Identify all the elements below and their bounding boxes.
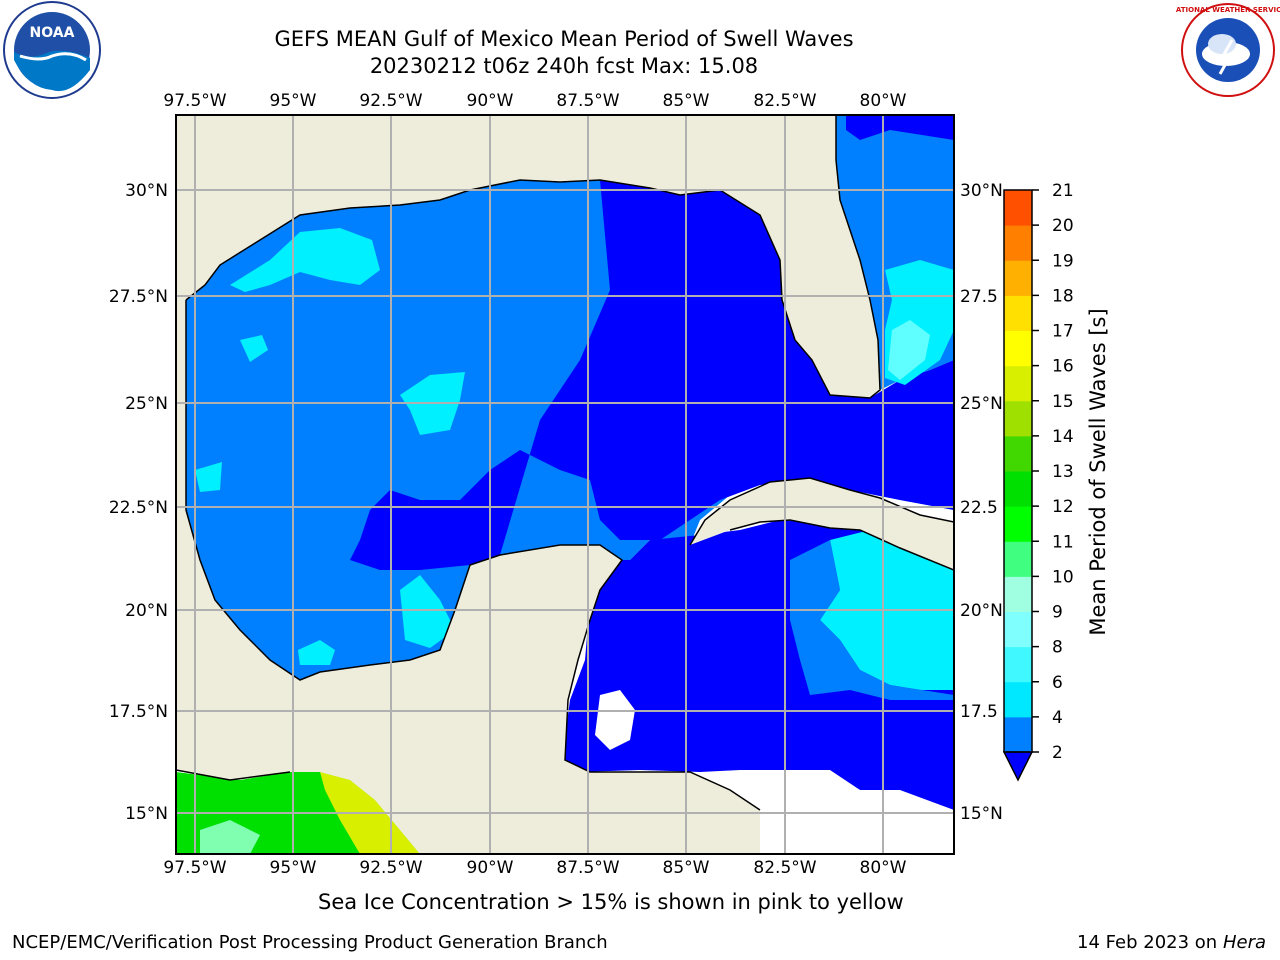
swell-region-cyan	[230, 228, 380, 292]
lat-label-left: 17.5°N	[109, 702, 168, 722]
footer-credit: NCEP/EMC/Verification Post Processing Pr…	[12, 932, 608, 953]
colorbar-segment	[1004, 295, 1032, 331]
colorbar-tick-label: 8	[1052, 638, 1063, 658]
lat-label-left: 25°N	[125, 394, 168, 414]
lon-label-top: 92.5°W	[359, 91, 422, 111]
sea-ice-note: Sea Ice Concentration > 15% is shown in …	[318, 890, 904, 914]
lat-label-right: 22.5	[960, 498, 998, 518]
colorbar-segment	[1004, 225, 1032, 261]
lon-label-bottom: 92.5°W	[359, 858, 422, 878]
lon-label-bottom: 80°W	[860, 858, 907, 878]
lon-label-bottom: 95°W	[270, 858, 317, 878]
swell-region-cyan	[298, 640, 335, 665]
chart-subtitle: 20230212 t06z 240h fcst Max: 15.08	[369, 54, 759, 78]
colorbar-tick-label: 4	[1052, 708, 1063, 728]
footer-timestamp: 14 Feb 2023 on Hera	[1077, 932, 1266, 953]
colorbar-segment	[1004, 716, 1032, 753]
noaa-logo-text: NOAA	[30, 25, 75, 41]
lon-label-top: 95°W	[270, 91, 317, 111]
colorbar-segment	[1004, 576, 1032, 612]
colorbar-tick-label: 14	[1052, 427, 1074, 447]
colorbar-tick-label: 19	[1052, 251, 1074, 271]
lat-label-right: 15°N	[960, 804, 1003, 824]
swell-region-cyan	[400, 575, 455, 648]
colorbar-segment	[1004, 611, 1032, 648]
colorbar-segment	[1004, 506, 1032, 542]
land-mexico	[176, 115, 880, 854]
lon-label-bottom: 90°W	[467, 858, 514, 878]
colorbar-tick-label: 10	[1052, 567, 1074, 587]
colorbar-segment	[1004, 330, 1032, 367]
swell-region-light-green	[200, 820, 260, 854]
map-plot-area	[176, 115, 954, 854]
lon-label-bottom: 85°W	[663, 858, 710, 878]
no-data-region	[595, 690, 635, 750]
footer-host: Hera	[1222, 932, 1266, 953]
swell-region-mid	[790, 540, 954, 700]
swell-region-cyan	[240, 335, 268, 362]
lat-label-left: 22.5°N	[109, 498, 168, 518]
lat-label-right: 17.5	[960, 702, 998, 722]
lat-label-left: 15°N	[125, 804, 168, 824]
colorbar-segment	[1004, 471, 1032, 507]
lon-label-bottom: 97.5°W	[163, 858, 226, 878]
nws-logo-text: NATIONAL WEATHER SERVICE	[1176, 6, 1280, 14]
colorbar-tick-label: 15	[1052, 392, 1074, 412]
swell-region-deep	[846, 115, 954, 140]
colorbar-segment	[1004, 646, 1032, 683]
footer-date: 14 Feb 2023 on	[1077, 932, 1218, 953]
chart-title: GEFS MEAN Gulf of Mexico Mean Period of …	[274, 27, 854, 51]
colorbar-tick-label: 9	[1052, 603, 1063, 623]
colorbar-label: Mean Period of Swell Waves [s]	[1086, 308, 1110, 635]
lon-label-top: 85°W	[663, 91, 710, 111]
colorbar-segment	[1004, 400, 1032, 437]
colorbar-segment	[1004, 681, 1032, 718]
nws-logo: NATIONAL WEATHER SERVICE	[1176, 3, 1280, 97]
colorbar-tick-label: 18	[1052, 286, 1074, 306]
swell-region-cyan	[195, 462, 222, 492]
lat-label-right: 25°N	[960, 394, 1003, 414]
lat-label-left: 20°N	[125, 601, 168, 621]
colorbar-tick-label: 16	[1052, 357, 1074, 377]
coastline	[176, 115, 954, 811]
swell-region-deep	[350, 180, 954, 570]
colorbar-segment	[1004, 541, 1032, 577]
colorbar-tick-label: 13	[1052, 462, 1074, 482]
lon-label-top: 90°W	[467, 91, 514, 111]
lon-label-bottom: 82.5°W	[753, 858, 816, 878]
land-cuba	[690, 478, 954, 570]
lon-label-top: 80°W	[860, 91, 907, 111]
colorbar-tick-label: 21	[1052, 181, 1074, 201]
colorbar-tick-label: 11	[1052, 532, 1074, 552]
lat-label-left: 27.5°N	[109, 287, 168, 307]
colorbar-tick-label: 12	[1052, 497, 1074, 517]
lon-label-top: 87.5°W	[556, 91, 619, 111]
map-frame	[175, 114, 955, 855]
lat-label-left: 30°N	[125, 181, 168, 201]
colorbar-segment	[1004, 365, 1032, 402]
lat-label-right: 27.5	[960, 287, 998, 307]
colorbar: 2 4 6 8 9 10 11 12 13 14 15 16 17 18 19 20 21	[1002, 181, 1074, 782]
colorbar-segment	[1004, 260, 1032, 296]
colorbar-segment	[1004, 435, 1032, 472]
colorbar-extend-arrow	[1002, 751, 1034, 782]
no-data-region	[760, 775, 954, 854]
graticule	[176, 115, 954, 854]
lat-label-right: 30°N	[960, 181, 1003, 201]
colorbar-tick-label: 2	[1052, 743, 1063, 763]
lon-label-bottom: 87.5°W	[556, 858, 619, 878]
colorbar-tick-label: 20	[1052, 216, 1074, 236]
lon-label-top: 82.5°W	[753, 91, 816, 111]
lon-label-top: 97.5°W	[163, 91, 226, 111]
swell-region-light-cyan	[888, 320, 930, 380]
lat-label-right: 20°N	[960, 601, 1003, 621]
colorbar-tick-label: 6	[1052, 673, 1063, 693]
colorbar-tick-label: 17	[1052, 322, 1074, 342]
noaa-logo: NOAA	[3, 1, 101, 99]
colorbar-segment	[1004, 190, 1032, 226]
